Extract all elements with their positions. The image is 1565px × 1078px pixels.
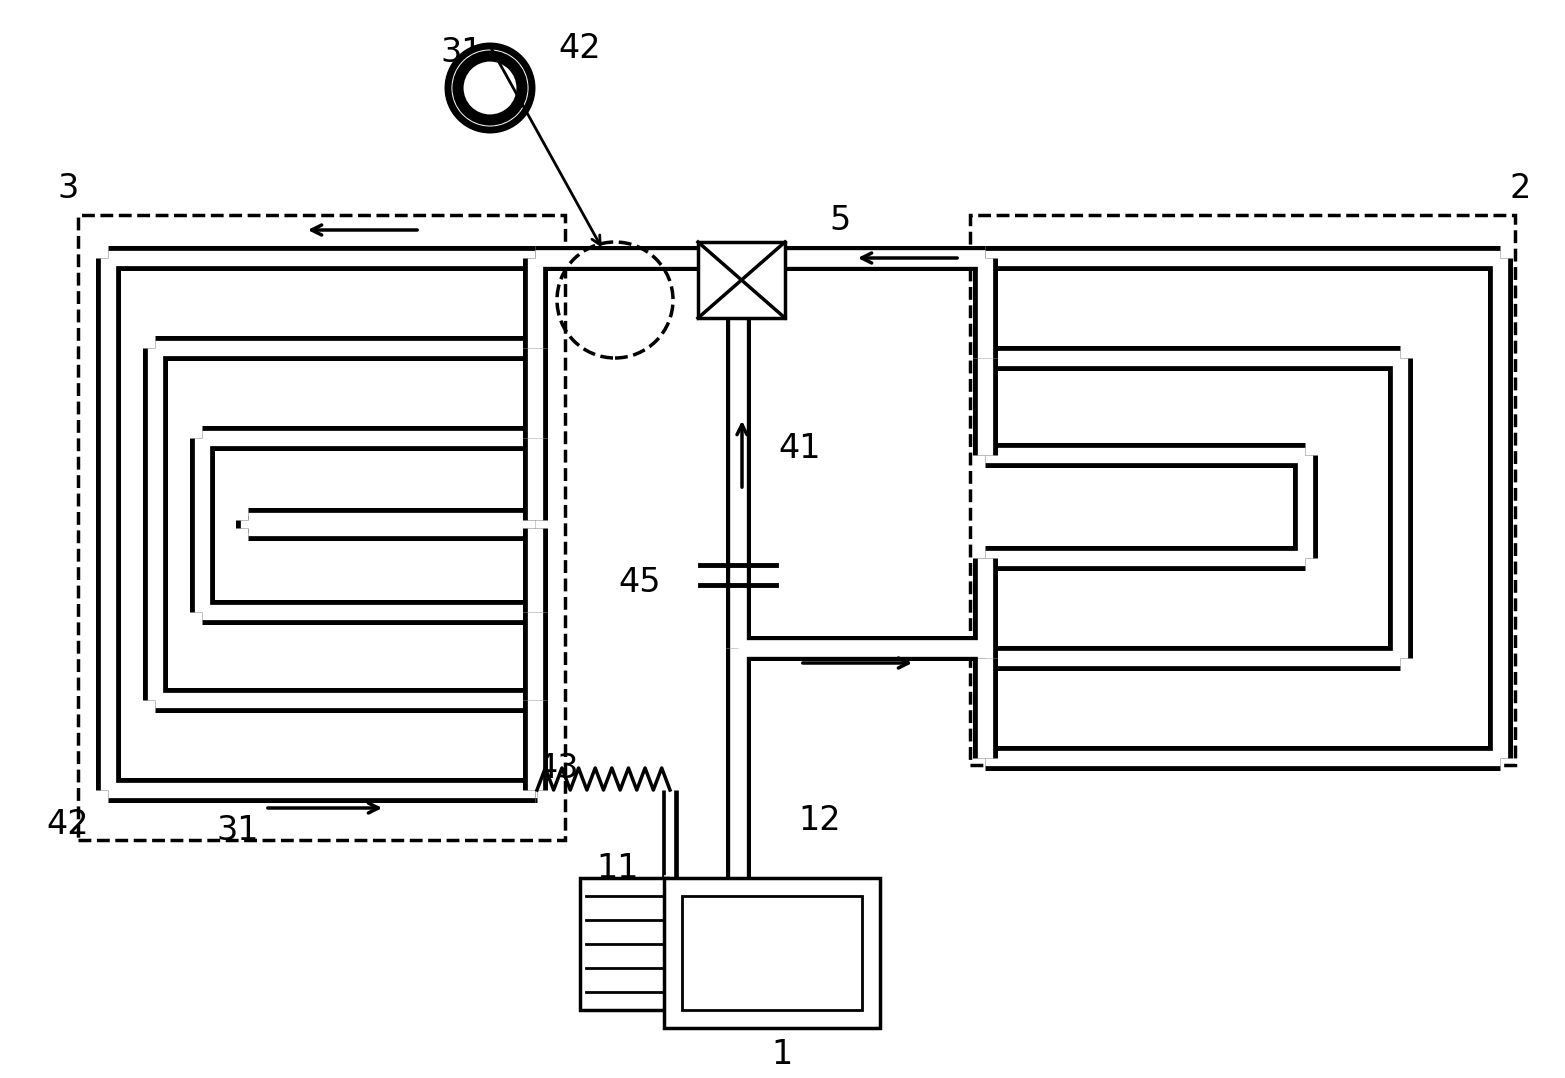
Bar	[698, 241, 786, 318]
Text: 1: 1	[772, 1038, 792, 1072]
Text: 43: 43	[537, 751, 579, 785]
Text: 12: 12	[798, 803, 842, 837]
Circle shape	[448, 46, 532, 130]
Text: 3: 3	[58, 171, 78, 205]
Bar	[970, 215, 1515, 765]
Text: 41: 41	[779, 431, 822, 465]
Text: 45: 45	[618, 566, 662, 598]
Bar	[682, 896, 862, 1010]
Text: 5: 5	[829, 204, 851, 236]
Text: 31: 31	[441, 36, 484, 69]
Text: 42: 42	[559, 31, 601, 65]
Text: 11: 11	[596, 852, 639, 885]
Bar	[581, 877, 668, 1010]
Text: 2: 2	[1509, 171, 1531, 205]
Text: 31: 31	[216, 814, 260, 846]
Circle shape	[459, 56, 523, 120]
Bar	[664, 877, 880, 1028]
Bar	[78, 215, 565, 840]
Text: 42: 42	[47, 808, 89, 842]
